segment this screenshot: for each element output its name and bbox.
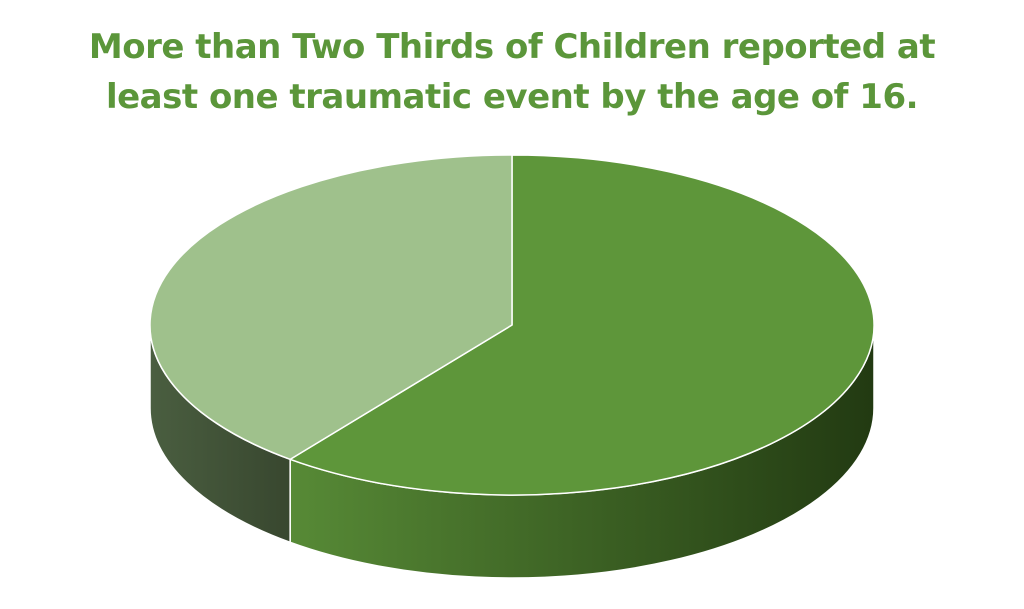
- pie-slice-2: [149, 154, 513, 461]
- chart-title: More than Two Thirds of Children reporte…: [0, 22, 1024, 122]
- chart-title-line-1: More than Two Thirds of Children reporte…: [88, 27, 936, 67]
- chart-title-line-2: least one traumatic event by the age of …: [105, 77, 919, 117]
- pie-slice-1: [289, 154, 875, 496]
